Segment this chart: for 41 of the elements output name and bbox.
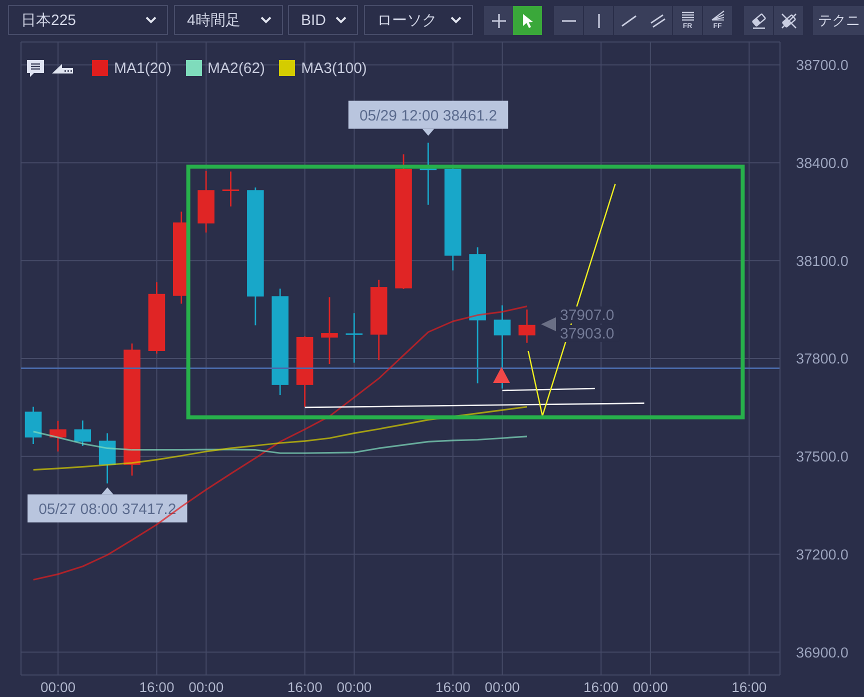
candlestick xyxy=(494,304,511,390)
x-tick-label: 16:00 xyxy=(732,678,767,695)
line-series xyxy=(32,305,528,581)
y-tick-label: 38100.0 xyxy=(796,254,848,270)
chart-title: 日本225 xyxy=(21,10,76,30)
callout: 05/27 08:00 37417.2 xyxy=(28,487,188,522)
x-tick-label: 16:00 xyxy=(139,678,174,695)
dropdown-field: BID xyxy=(288,5,358,35)
dropdown-field: 4時間足 xyxy=(174,5,283,35)
x-tick-label: 00:00 xyxy=(40,678,76,695)
x-tick-label: 16:00 xyxy=(435,678,471,695)
dropdown-field: ローソク xyxy=(364,5,473,35)
x-tick-label: 00:00 xyxy=(336,678,372,695)
legend-label: MA2(62) xyxy=(208,60,266,76)
y-tick-label: 37800.0 xyxy=(796,352,848,368)
y-tick-label: 37200.0 xyxy=(796,547,848,564)
candlestick xyxy=(222,170,240,208)
annotation: 37907.0 xyxy=(560,306,614,324)
x-tick-label: 00:00 xyxy=(484,678,520,695)
annotation: 05/29 12:00 38461.2 xyxy=(359,107,498,124)
candlestick xyxy=(321,296,338,365)
x-tick-label: 00:00 xyxy=(632,678,668,695)
x-tick-label: 00:00 xyxy=(188,678,224,695)
callout: 05/29 12:00 38461.2 xyxy=(348,100,508,136)
x-tick-label: 16:00 xyxy=(287,678,323,695)
candlestick xyxy=(346,312,363,364)
candlestick xyxy=(518,308,536,344)
candlestick xyxy=(420,142,437,206)
dropdown-field: 日本225 xyxy=(8,5,168,35)
menu-button: テクニ xyxy=(813,6,864,35)
y-tick-label: 38700.0 xyxy=(796,58,848,74)
legend-label: MA3(100) xyxy=(301,60,367,76)
annotation: 05/27 08:00 37417.2 xyxy=(38,500,176,518)
candlestick xyxy=(74,420,92,447)
legend-label: MA1(20) xyxy=(114,60,172,76)
y-tick-label: 36900.0 xyxy=(796,645,848,662)
y-tick-label: 38400.0 xyxy=(796,156,848,172)
line-series xyxy=(32,406,528,471)
y-tick-label: 37500.0 xyxy=(796,450,848,466)
x-tick-label: 16:00 xyxy=(584,678,619,695)
annotation: 37903.0 xyxy=(560,325,614,342)
